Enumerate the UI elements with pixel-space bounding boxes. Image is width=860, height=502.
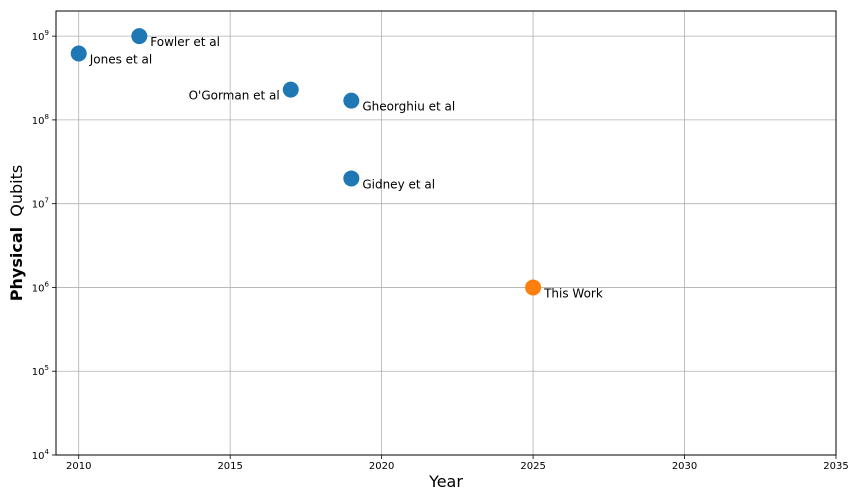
plot-frame [55, 10, 837, 456]
data-point-label: Jones et al [89, 53, 153, 67]
y-axis-title: Physical Qubits [7, 165, 26, 301]
y-tick-label: 104 [32, 448, 50, 462]
y-tick-label: 108 [32, 113, 49, 127]
x-tick-label: 2010 [66, 461, 91, 472]
data-points: Jones et al Fowler et al O'Gorman et al Ghe… [70, 28, 603, 300]
y-axis-title-bold: Physical [7, 227, 26, 301]
x-tick-label: 2025 [520, 461, 545, 472]
x-tick-label: 2030 [672, 461, 697, 472]
y-tick-label: 106 [32, 280, 50, 294]
x-tick-label: 2035 [823, 461, 848, 472]
data-point [525, 279, 542, 296]
data-point-label: Gidney et al [362, 177, 435, 191]
data-point-label: Gheorghiu et al [362, 100, 455, 114]
y-tick-label: 109 [32, 29, 49, 43]
data-point [282, 81, 299, 98]
y-tick-label: 105 [32, 364, 49, 378]
data-point [343, 92, 360, 109]
data-point-label: Fowler et al [150, 35, 220, 49]
ticks: 2010 2015 2020 2025 2030 2035 104 105 106 107 108 1… [32, 29, 849, 472]
x-axis-title: Year [428, 472, 463, 491]
grid [56, 11, 837, 456]
x-tick-label: 2020 [369, 461, 394, 472]
y-tick-label: 107 [32, 197, 49, 211]
data-point-label: O'Gorman et al [189, 89, 280, 103]
data-point-label: This Work [543, 286, 603, 300]
x-tick-label: 2015 [217, 461, 242, 472]
data-point [343, 170, 360, 187]
data-point [131, 28, 148, 45]
y-axis-title-rest: Qubits [7, 165, 26, 217]
data-point [70, 45, 87, 62]
